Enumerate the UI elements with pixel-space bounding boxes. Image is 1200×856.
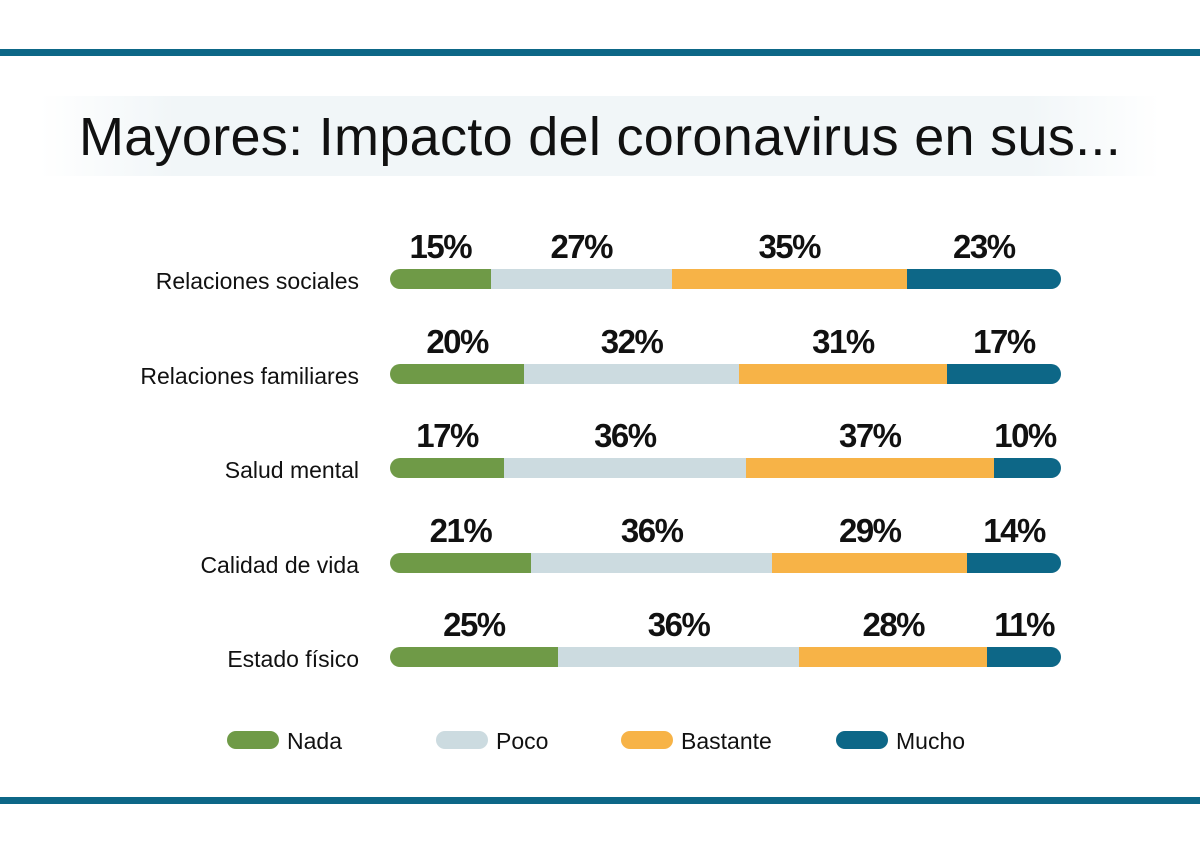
bar-segment-mucho bbox=[906, 269, 1061, 289]
data-label-mucho: 14% bbox=[983, 512, 1046, 549]
data-label-bastante: 31% bbox=[812, 323, 875, 360]
category-label-relaciones-familiares: Relaciones familiares bbox=[140, 363, 359, 389]
data-label-poco: 36% bbox=[594, 417, 657, 454]
bar-segment-mucho bbox=[946, 364, 1061, 384]
bar-segment-bastante bbox=[772, 553, 968, 573]
legend-label-poco: Poco bbox=[496, 728, 549, 754]
bar-segment-bastante bbox=[799, 647, 988, 667]
legend-swatch-mucho bbox=[836, 731, 888, 749]
category-label-relaciones-sociales: Relaciones sociales bbox=[155, 268, 359, 294]
bar-calidad-de-vida bbox=[390, 553, 1061, 573]
legend-label-mucho: Mucho bbox=[896, 728, 966, 754]
bar-segment-poco bbox=[524, 364, 740, 384]
bar-segment-poco bbox=[530, 553, 773, 573]
legend-swatch-nada bbox=[227, 731, 279, 749]
bar-segment-poco bbox=[504, 458, 747, 478]
legend-label-nada: Nada bbox=[287, 728, 342, 754]
data-label-poco: 36% bbox=[620, 512, 684, 549]
bar-segment-nada bbox=[390, 269, 492, 289]
data-label-poco: 36% bbox=[647, 606, 711, 643]
data-label-mucho: 10% bbox=[994, 417, 1057, 454]
bar-segment-poco bbox=[557, 647, 800, 667]
bar-segment-bastante bbox=[745, 458, 995, 478]
data-label-poco: 27% bbox=[550, 228, 613, 265]
data-label-bastante: 35% bbox=[758, 228, 821, 265]
category-label-estado-fisico: Estado físico bbox=[227, 646, 359, 672]
bar-salud-mental bbox=[390, 458, 1061, 478]
data-label-nada: 15% bbox=[409, 228, 473, 265]
data-label-nada: 17% bbox=[416, 417, 479, 454]
data-label-bastante: 37% bbox=[838, 417, 902, 454]
top-rule bbox=[0, 49, 1200, 56]
data-label-bastante: 28% bbox=[862, 606, 925, 643]
bar-segment-nada bbox=[390, 647, 559, 667]
bar-segment-mucho bbox=[987, 647, 1061, 667]
bottom-rule bbox=[0, 797, 1200, 804]
legend-label-bastante: Bastante bbox=[681, 728, 772, 754]
data-label-nada: 21% bbox=[429, 512, 493, 549]
data-label-bastante: 29% bbox=[838, 512, 902, 549]
title-band bbox=[40, 96, 1160, 176]
bar-segment-mucho bbox=[967, 553, 1061, 573]
bar-segment-nada bbox=[390, 553, 532, 573]
bar-relaciones-familiares bbox=[390, 364, 1061, 384]
bar-segment-bastante bbox=[671, 269, 908, 289]
category-label-salud-mental: Salud mental bbox=[224, 457, 359, 483]
data-label-mucho: 23% bbox=[953, 228, 1016, 265]
bar-estado-fisico bbox=[390, 647, 1061, 667]
data-label-mucho: 17% bbox=[973, 323, 1036, 360]
bar-segment-nada bbox=[390, 458, 505, 478]
data-label-mucho: 11% bbox=[994, 606, 1055, 643]
bar-segment-poco bbox=[490, 269, 673, 289]
legend-swatch-bastante bbox=[621, 731, 673, 749]
bar-segment-bastante bbox=[738, 364, 948, 384]
category-label-calidad-de-vida: Calidad de vida bbox=[200, 552, 359, 578]
chart-title: Mayores: Impacto del coronavirus en sus.… bbox=[78, 107, 1122, 167]
data-label-poco: 32% bbox=[600, 323, 664, 360]
legend-swatch-poco bbox=[436, 731, 488, 749]
data-label-nada: 25% bbox=[443, 606, 506, 643]
bar-segment-nada bbox=[390, 364, 525, 384]
data-label-nada: 20% bbox=[426, 323, 489, 360]
bar-relaciones-sociales bbox=[390, 269, 1061, 289]
bar-segment-mucho bbox=[993, 458, 1061, 478]
